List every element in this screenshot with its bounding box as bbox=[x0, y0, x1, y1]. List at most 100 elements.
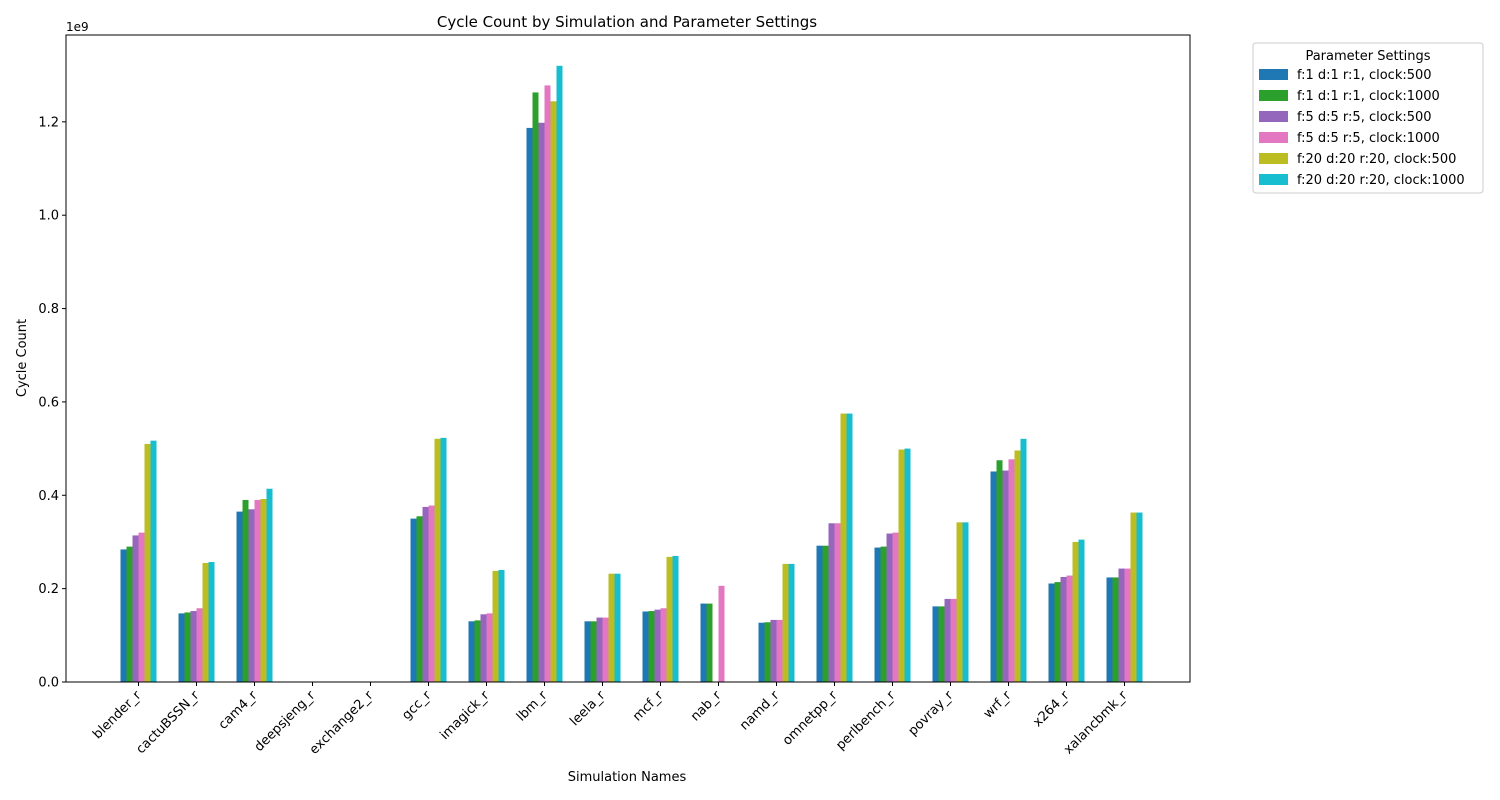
bar-gcc_r-series-5 bbox=[434, 438, 441, 682]
x-tick-label: omnetpp_r bbox=[780, 688, 841, 749]
bar-leela_r-series-3 bbox=[596, 617, 603, 682]
bar-xalancbmk_r-series-3 bbox=[1118, 568, 1125, 682]
bar-cam4_r-series-3 bbox=[248, 509, 255, 682]
bar-x264_r-series-2 bbox=[1054, 582, 1061, 682]
bar-blender_r-series-6 bbox=[150, 440, 157, 682]
x-tick-label: gcc_r bbox=[399, 688, 434, 723]
bar-lbm_r-series-2 bbox=[532, 92, 539, 683]
plot-frame bbox=[65, 34, 1191, 683]
bar-perlbench_r-series-2 bbox=[880, 546, 887, 682]
bar-wrf_r-series-4 bbox=[1008, 459, 1015, 682]
x-tick-label: wrf_r bbox=[981, 688, 1015, 722]
x-tick-label: namd_r bbox=[737, 688, 783, 734]
bar-cactuBSSN_r-series-1 bbox=[178, 613, 185, 682]
x-tick-label: leela_r bbox=[567, 688, 608, 729]
bar-mcf_r-series-6 bbox=[672, 555, 679, 682]
bar-namd_r-series-6 bbox=[788, 563, 795, 682]
bar-lbm_r-series-6 bbox=[556, 65, 563, 682]
bar-mcf_r-series-3 bbox=[654, 609, 661, 682]
y-scale-label: 1e9 bbox=[66, 20, 89, 34]
bar-blender_r-series-5 bbox=[144, 443, 151, 682]
bar-cam4_r-series-5 bbox=[260, 499, 267, 682]
legend-label: f:20 d:20 r:20, clock:500 bbox=[1297, 152, 1456, 167]
bar-lbm_r-series-3 bbox=[538, 122, 545, 682]
bar-nab_r-series-4 bbox=[718, 585, 725, 682]
bar-namd_r-series-5 bbox=[782, 563, 789, 682]
bar-mcf_r-series-1 bbox=[642, 611, 649, 682]
bar-gcc_r-series-6 bbox=[440, 437, 447, 682]
bar-blender_r-series-1 bbox=[120, 549, 127, 682]
bar-blender_r-series-2 bbox=[126, 546, 133, 682]
bar-gcc_r-series-1 bbox=[410, 518, 417, 682]
bar-imagick_r-series-1 bbox=[468, 621, 475, 682]
y-tick-label: 0.4 bbox=[38, 489, 59, 504]
bar-xalancbmk_r-series-4 bbox=[1124, 568, 1131, 682]
x-tick-label: blender_r bbox=[90, 688, 145, 743]
x-tick-label: nab_r bbox=[688, 688, 725, 725]
bar-xalancbmk_r-series-1 bbox=[1106, 577, 1113, 682]
legend-swatch bbox=[1259, 174, 1288, 185]
legend-label: f:1 d:1 r:1, clock:500 bbox=[1297, 68, 1432, 83]
y-tick-label: 0.0 bbox=[38, 676, 59, 691]
x-tick-label: povray_r bbox=[906, 688, 957, 739]
bar-namd_r-series-1 bbox=[758, 622, 765, 682]
legend-swatch bbox=[1259, 132, 1288, 143]
bar-perlbench_r-series-1 bbox=[874, 547, 881, 682]
x-tick-label: perlbench_r bbox=[833, 688, 898, 753]
legend-swatch bbox=[1259, 153, 1288, 164]
bar-gcc_r-series-2 bbox=[416, 516, 423, 682]
y-tick-label: 0.2 bbox=[38, 582, 59, 597]
bar-wrf_r-series-5 bbox=[1014, 450, 1021, 682]
x-tick-label: x264_r bbox=[1030, 688, 1072, 730]
bar-povray_r-series-4 bbox=[950, 598, 957, 682]
bar-wrf_r-series-1 bbox=[990, 471, 997, 682]
legend-label: f:5 d:5 r:5, clock:1000 bbox=[1297, 131, 1440, 146]
bar-namd_r-series-4 bbox=[776, 619, 783, 682]
bar-wrf_r-series-3 bbox=[1002, 470, 1009, 682]
legend-title: Parameter Settings bbox=[1305, 49, 1430, 64]
bar-povray_r-series-2 bbox=[938, 606, 945, 682]
bar-cactuBSSN_r-series-2 bbox=[184, 612, 191, 682]
bars-group bbox=[120, 65, 1143, 683]
bar-leela_r-series-4 bbox=[602, 617, 609, 682]
bar-cactuBSSN_r-series-4 bbox=[196, 608, 203, 682]
bar-nab_r-series-1 bbox=[700, 603, 707, 682]
bar-omnetpp_r-series-4 bbox=[834, 523, 841, 682]
legend-swatch bbox=[1259, 111, 1288, 122]
legend: Parameter Settings f:1 d:1 r:1, clock:50… bbox=[1252, 42, 1484, 194]
bar-gcc_r-series-3 bbox=[422, 506, 429, 682]
y-tick-label: 0.8 bbox=[38, 302, 59, 317]
y-tick-label: 1.0 bbox=[38, 209, 59, 224]
bar-gcc_r-series-4 bbox=[428, 505, 435, 682]
bar-cactuBSSN_r-series-6 bbox=[208, 562, 215, 682]
x-tick-label: mcf_r bbox=[630, 688, 667, 725]
bar-blender_r-series-4 bbox=[138, 532, 145, 682]
bar-povray_r-series-1 bbox=[932, 606, 939, 682]
bar-imagick_r-series-6 bbox=[498, 569, 505, 682]
bar-x264_r-series-5 bbox=[1072, 541, 1079, 682]
y-ticks-group: 0.0 0.2 0.4 0.6 0.8 1.0 1.2 bbox=[38, 115, 66, 691]
y-tick-label: 0.6 bbox=[38, 395, 59, 410]
bar-xalancbmk_r-series-6 bbox=[1136, 512, 1143, 682]
bar-leela_r-series-5 bbox=[608, 573, 615, 682]
bar-imagick_r-series-4 bbox=[486, 613, 493, 682]
bar-imagick_r-series-2 bbox=[474, 620, 481, 682]
legend-box bbox=[1252, 42, 1484, 194]
bar-mcf_r-series-2 bbox=[648, 611, 655, 682]
x-tick-label: imagick_r bbox=[437, 688, 492, 743]
bar-x264_r-series-6 bbox=[1078, 539, 1085, 682]
bar-cactuBSSN_r-series-5 bbox=[202, 562, 209, 682]
bar-perlbench_r-series-3 bbox=[886, 533, 893, 682]
bar-mcf_r-series-5 bbox=[666, 556, 673, 682]
bar-omnetpp_r-series-3 bbox=[828, 523, 835, 682]
bar-leela_r-series-2 bbox=[590, 621, 597, 682]
bar-lbm_r-series-4 bbox=[544, 85, 551, 683]
bar-lbm_r-series-5 bbox=[550, 101, 557, 683]
bar-leela_r-series-1 bbox=[584, 621, 591, 682]
bar-povray_r-series-3 bbox=[944, 598, 951, 682]
legend-label: f:20 d:20 r:20, clock:1000 bbox=[1297, 173, 1465, 188]
bar-xalancbmk_r-series-2 bbox=[1112, 577, 1119, 682]
bar-xalancbmk_r-series-5 bbox=[1130, 512, 1137, 682]
